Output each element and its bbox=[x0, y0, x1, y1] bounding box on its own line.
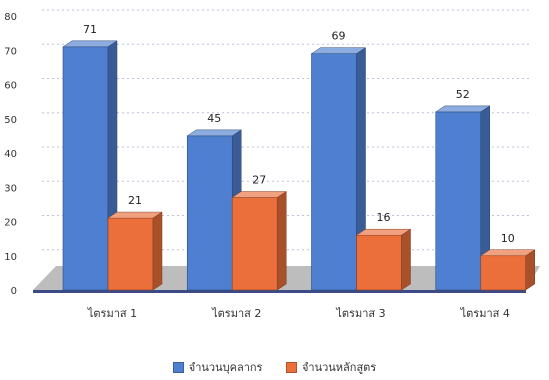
x-tick-label: ไตรมาส 4 bbox=[460, 307, 510, 320]
bar-side bbox=[277, 191, 287, 291]
data-label: 69 bbox=[332, 30, 346, 43]
legend-label-personnel: จำนวนบุคลากร bbox=[188, 361, 263, 374]
x-tick-label: ไตรมาส 3 bbox=[335, 307, 385, 320]
y-tick-label: 80 bbox=[4, 12, 17, 23]
y-tick-label: 40 bbox=[4, 149, 17, 160]
bar bbox=[480, 255, 527, 291]
bar-side bbox=[525, 249, 535, 291]
x-tick-label: ไตรมาส 1 bbox=[87, 307, 137, 320]
bar-side bbox=[152, 211, 163, 291]
bar bbox=[435, 111, 482, 291]
bar bbox=[62, 46, 109, 291]
y-tick-label: 20 bbox=[4, 218, 17, 229]
legend-swatch-personnel bbox=[172, 361, 184, 373]
chart-legend: จำนวนบุคลากร จำนวนหลักสูตร bbox=[0, 358, 549, 376]
y-tick-label: 0 bbox=[11, 286, 17, 297]
data-label: 21 bbox=[128, 194, 142, 207]
legend-item-courses: จำนวนหลักสูตร bbox=[285, 358, 377, 376]
y-tick-label: 30 bbox=[4, 183, 17, 194]
x-tick-label: ไตรมาส 2 bbox=[211, 307, 261, 320]
bar bbox=[356, 234, 402, 291]
legend-item-personnel: จำนวนบุคลากร bbox=[172, 358, 263, 376]
bar bbox=[311, 53, 357, 291]
floor-edge bbox=[33, 290, 526, 293]
data-label: 16 bbox=[377, 211, 391, 224]
labels: 71 21 ไตรมาส 1 45 27 ไตรมาส 2 69 16 ไตรมาส 3 52 10… bbox=[83, 23, 515, 320]
y-tick-label: 50 bbox=[4, 115, 17, 126]
data-label: 71 bbox=[83, 23, 97, 36]
bar bbox=[107, 217, 154, 291]
data-label: 27 bbox=[252, 174, 266, 187]
y-tick-label: 60 bbox=[4, 81, 17, 92]
y-axis: 0 10 20 30 40 50 60 70 80 bbox=[4, 12, 17, 297]
bar bbox=[231, 197, 278, 291]
legend-label-courses: จำนวนหลักสูตร bbox=[301, 361, 377, 374]
bars bbox=[62, 40, 536, 291]
y-tick-label: 10 bbox=[4, 252, 17, 263]
bar bbox=[186, 135, 233, 291]
legend-swatch-courses bbox=[285, 361, 297, 373]
data-label: 10 bbox=[501, 232, 515, 245]
chart-plot: 0 10 20 30 40 50 60 70 80 71 21 ไตรมาส 1 45 27 ไตรมาส… bbox=[4, 9, 540, 320]
bar-side bbox=[401, 228, 411, 291]
data-label: 52 bbox=[456, 88, 470, 101]
y-tick-label: 70 bbox=[4, 46, 17, 57]
data-label: 45 bbox=[207, 112, 221, 125]
